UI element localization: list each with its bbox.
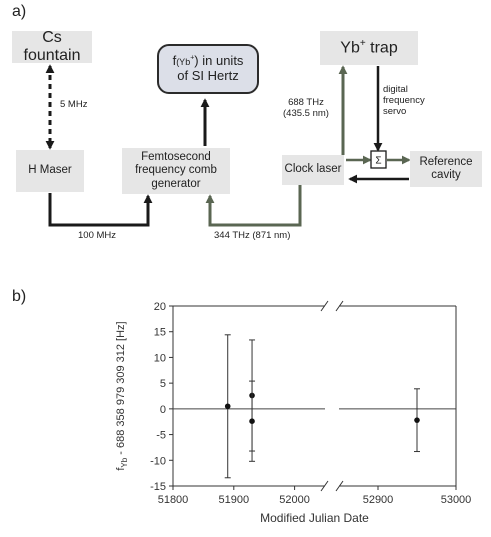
cs-fountain-box: Cs fountain (12, 28, 92, 64)
laser-to-comb-arrow (205, 185, 302, 227)
yb-trap-box: Yb+ trap (320, 31, 418, 65)
x-axis-label: Modified Julian Date (260, 511, 369, 525)
annotation-5mhz: 5 MHz (60, 99, 88, 110)
axis-break-mark (320, 300, 329, 312)
panel-b-label: b) (12, 288, 27, 305)
data-point (224, 403, 231, 410)
mjd-chart: -15 -10 -5 0 5 10 15 20 51800 51900 52000 52900 5300… (115, 300, 472, 525)
servo-symbol: Σ (375, 156, 381, 167)
reference-cavity-label: Reference cavity (419, 155, 473, 181)
y-tick-label: -5 (156, 430, 166, 442)
result-units-text: f(Yb+) in units of SI Hertz (172, 53, 244, 83)
annotation-servo: digital frequency servo (383, 84, 425, 117)
annotation-688thz: 688 THz (435.5 nm) (283, 97, 329, 119)
data-point (414, 417, 420, 423)
clock-laser-label: Clock laser (284, 163, 342, 176)
annotation-100mhz: 100 MHz (78, 230, 117, 241)
annotation-344thz: 344 THz (871 nm) (214, 230, 291, 241)
y-tick-label: 20 (154, 301, 166, 313)
clock-laser-box: Clock laser (282, 155, 344, 185)
x-tick-label: 51800 (158, 494, 189, 506)
h-maser-box: H Maser (16, 150, 84, 192)
y-tick-label: 5 (160, 378, 166, 390)
x-tick-label: 52000 (279, 494, 310, 506)
data-point (249, 418, 255, 424)
x-tick-label: 51900 (219, 494, 250, 506)
y-tick-label: 0 (160, 404, 166, 416)
axis-break-mark (335, 480, 344, 492)
x-tick-label: 53000 (441, 494, 472, 506)
axis-break-mark (320, 480, 329, 492)
reference-cavity-box: Reference cavity (410, 151, 482, 187)
y-tick-label: 15 (154, 327, 166, 339)
yb-trap-label: Yb+ trap (340, 38, 398, 57)
y-tick-label: -10 (150, 455, 166, 467)
panel-a-label: a) (12, 3, 27, 20)
result-units-box: f(Yb+) in units of SI Hertz (157, 44, 259, 94)
cs-fountain-label: Cs fountain (23, 28, 81, 64)
axis-break-mark (335, 300, 344, 312)
y-axis-label: fYb - 688 358 979 309 312 [Hz] (115, 321, 129, 470)
maser-to-comb-arrow (48, 193, 153, 227)
frequency-comb-box: Femtosecond frequency comb generator (122, 148, 230, 194)
y-tick-label: -15 (150, 481, 166, 493)
y-tick-label: 10 (154, 352, 166, 364)
x-tick-label: 52900 (363, 494, 394, 506)
diagram-arrows: Σ (45, 64, 411, 227)
servo-box (370, 150, 387, 169)
h-maser-label: H Maser (28, 164, 72, 177)
frequency-comb-label: Femtosecond frequency comb generator (135, 151, 217, 190)
